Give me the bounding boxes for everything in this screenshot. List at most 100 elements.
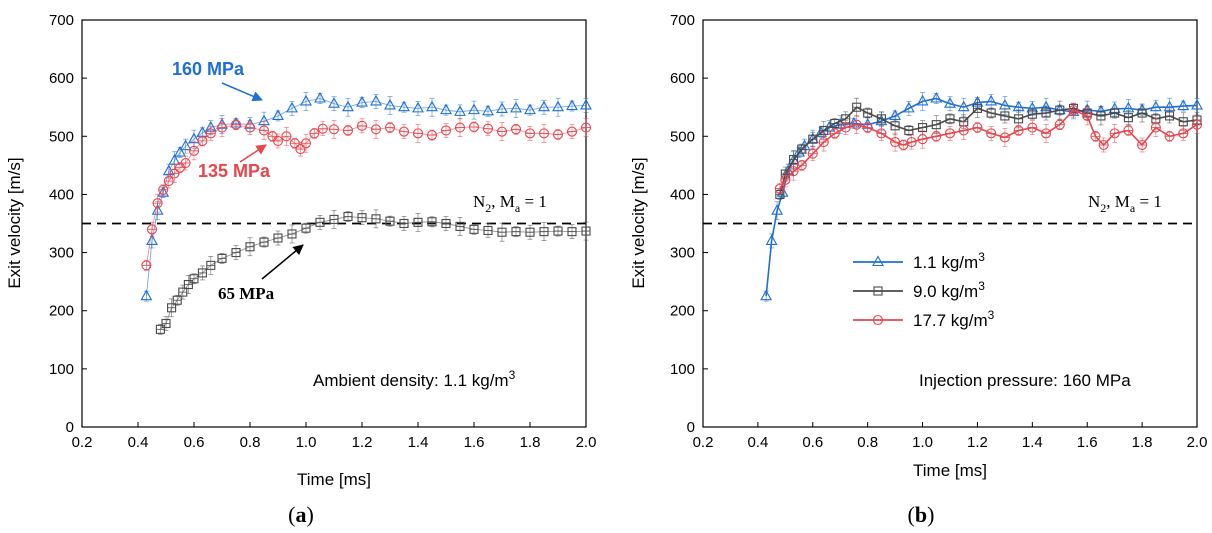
data-point [496, 102, 508, 114]
callout-arrow-160 [221, 82, 263, 102]
data-point [930, 91, 943, 103]
x-tick-label: 2.0 [576, 434, 597, 451]
data-point [151, 204, 164, 215]
data-point [538, 100, 550, 112]
y-tick-label: 100 [49, 361, 74, 378]
x-tick-label: 1.8 [520, 434, 541, 451]
legend-item: 9.0 kg/m3 [853, 279, 985, 301]
data-point [370, 94, 382, 106]
y-tick-label: 600 [670, 70, 695, 87]
x-tick-label: 1.4 [1022, 434, 1043, 451]
data-point [765, 234, 778, 245]
data-point [342, 100, 354, 112]
y-tick-label: 100 [670, 361, 695, 378]
callout-arrow-135 [239, 144, 267, 163]
annotation-box-b: Injection pressure: 160 MPa [919, 371, 1131, 390]
data-point [398, 100, 410, 112]
x-axis-label-b: Time [ms] [913, 461, 987, 480]
data-point [300, 94, 312, 106]
reference-label-b: N2, Ma = 1 [1088, 192, 1162, 215]
legend-label: 17.7 kg/m3 [913, 308, 995, 330]
callout-65-mpa: 65 MPa [218, 284, 275, 303]
data-point [760, 289, 773, 301]
data-point [552, 100, 564, 112]
data-point [179, 139, 192, 151]
callout-arrow-65 [261, 244, 304, 280]
series-circle [774, 102, 1203, 194]
data-point [902, 101, 915, 113]
data-point [328, 97, 340, 108]
data-point [1191, 98, 1203, 110]
data-point [157, 186, 170, 197]
legend-item: 1.1 kg/m3 [853, 250, 985, 272]
panel-a: 0.2 0.4 0.6 0.8 1.0 1.2 1.4 1.6 1.8 2.0 0 100 200 30… [5, 12, 596, 527]
panel-label-a: (a) [288, 502, 314, 527]
callout-160-mpa: 160 MPa [172, 59, 245, 79]
panel-b: 0.2 0.4 0.6 0.8 1.0 1.2 1.4 1.6 1.8 2.0 0 100 200 30… [629, 12, 1207, 527]
legend-b: 1.1 kg/m3 9.0 kg/m3 17.7 kg/m3 [853, 250, 995, 330]
x-tick-label: 1.6 [464, 434, 485, 451]
legend-item: 17.7 kg/m3 [853, 308, 995, 330]
data-point [356, 95, 368, 107]
series-circle [141, 118, 592, 271]
data-point [1177, 99, 1190, 111]
legend-label: 9.0 kg/m3 [913, 279, 985, 301]
y-tick-label: 300 [670, 245, 695, 262]
data-point [468, 103, 480, 115]
data-point [412, 101, 424, 113]
x-tick-label: 0.6 [184, 434, 205, 451]
y-tick-label: 400 [670, 186, 695, 203]
series-group-b [760, 91, 1203, 302]
y-tick-label: 400 [49, 186, 74, 203]
series-group-a [140, 91, 592, 335]
data-point [454, 105, 466, 116]
x-tick-label: 0.6 [802, 434, 823, 451]
data-point [524, 103, 536, 115]
x-axis-a: 0.2 0.4 0.6 0.8 1.0 1.2 1.4 1.6 1.8 2.0 [72, 422, 597, 451]
data-point [440, 103, 452, 115]
data-point [510, 101, 522, 113]
data-point [426, 100, 438, 112]
x-tick-label: 1.0 [912, 434, 933, 451]
data-point [482, 104, 494, 116]
y-tick-label: 0 [66, 419, 74, 436]
y-tick-label: 200 [670, 303, 695, 320]
x-tick-label: 1.2 [352, 434, 373, 451]
data-point [140, 289, 153, 301]
data-point [580, 98, 592, 110]
legend-marker [872, 255, 884, 267]
y-tick-label: 0 [687, 419, 695, 436]
x-tick-label: 2.0 [1187, 434, 1208, 451]
series-line [779, 109, 1198, 190]
data-point [1149, 100, 1162, 112]
x-tick-label: 0.8 [857, 434, 878, 451]
x-tick-label: 1.0 [296, 434, 317, 451]
annotation-box-a: Ambient density: 1.1 kg/m3 [313, 368, 516, 390]
y-tick-label: 500 [49, 128, 74, 145]
data-point [272, 109, 284, 120]
data-point [916, 94, 929, 106]
y-tick-label: 200 [49, 303, 74, 320]
data-point [944, 97, 956, 108]
data-point [314, 91, 326, 103]
y-tick-label: 300 [49, 245, 74, 262]
data-point [957, 100, 970, 112]
series-line [779, 106, 1198, 195]
data-point [985, 94, 998, 106]
series-line [145, 124, 587, 266]
y-tick-label: 500 [670, 128, 695, 145]
reference-label-a: N2, Ma = 1 [473, 192, 547, 215]
y-axis-a: 0 100 200 300 400 500 600 700 [49, 12, 87, 436]
y-tick-label: 700 [49, 12, 74, 29]
x-tick-label: 1.6 [1077, 434, 1098, 451]
x-tick-label: 0.2 [693, 434, 714, 451]
x-axis-label-a: Time [ms] [297, 470, 371, 489]
x-tick-label: 1.2 [967, 434, 988, 451]
x-tick-label: 0.4 [747, 434, 768, 451]
y-axis-label-b: Exit velocity [m/s] [629, 157, 648, 288]
y-tick-label: 700 [670, 12, 695, 29]
x-tick-label: 0.8 [240, 434, 261, 451]
x-tick-label: 1.8 [1132, 434, 1153, 451]
y-axis-b: 0 100 200 300 400 500 600 700 [670, 12, 708, 436]
series-line [160, 216, 587, 330]
